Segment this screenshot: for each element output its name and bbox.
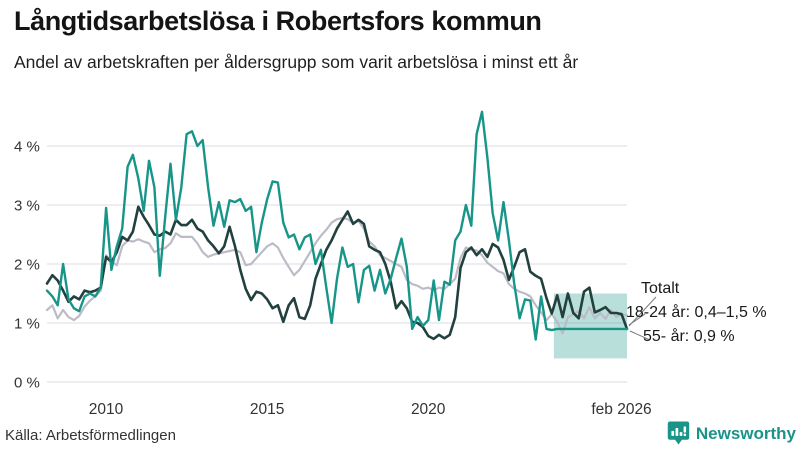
y-axis-tick-label: 2 % <box>14 257 40 274</box>
series-line-totalt <box>45 205 629 341</box>
annotation-leaders <box>628 296 657 341</box>
y-axis-tick-label: 3 % <box>14 198 40 215</box>
annotation-totalt: Totalt <box>641 280 680 297</box>
chart-plot-area: 0 % 1 % 2 % 3 % 4 % 2010 2015 2020 feb 2026 <box>14 110 652 418</box>
brand-wordmark: Newsworthy <box>695 423 796 443</box>
line-chart: 0 % 1 % 2 % 3 % 4 % 2010 2015 2020 feb 2026 Tota… <box>14 110 767 418</box>
leader-totalt <box>628 296 657 327</box>
x-axis-tick-label: 2020 <box>411 401 446 418</box>
x-axis-tick-label: 2015 <box>250 401 284 418</box>
x-axis-tick-label: 2010 <box>89 401 124 418</box>
annotation-55: 55- år: 0,9 % <box>643 327 735 345</box>
leader-55 <box>629 330 651 341</box>
x-axis-tick-label: feb 2026 <box>591 401 651 418</box>
y-axis-tick-label: 4 % <box>14 139 40 156</box>
y-axis-tick-label: 0 % <box>14 375 40 392</box>
annotation-18-24: 18-24 år: 0,4–1,5 % <box>626 303 767 321</box>
annotations: Totalt 18-24 år: 0,4–1,5 % 55- år: 0,9 % <box>626 280 767 345</box>
page-title: Långtidsarbetslösa i Robertsfors kommun <box>14 6 542 36</box>
chart-subtitle: Andel av arbetskraften per åldersgrupp s… <box>14 52 579 72</box>
y-axis-tick-label: 1 % <box>14 316 40 333</box>
source-note: Källa: Arbetsförmedlingen <box>5 427 176 444</box>
newsworthy-icon <box>667 421 690 445</box>
series-line-18-24-r <box>45 216 629 335</box>
series-line-55-r <box>45 110 629 341</box>
brand-logo: Newsworthy <box>667 421 796 446</box>
leader-18-24 <box>628 313 646 326</box>
